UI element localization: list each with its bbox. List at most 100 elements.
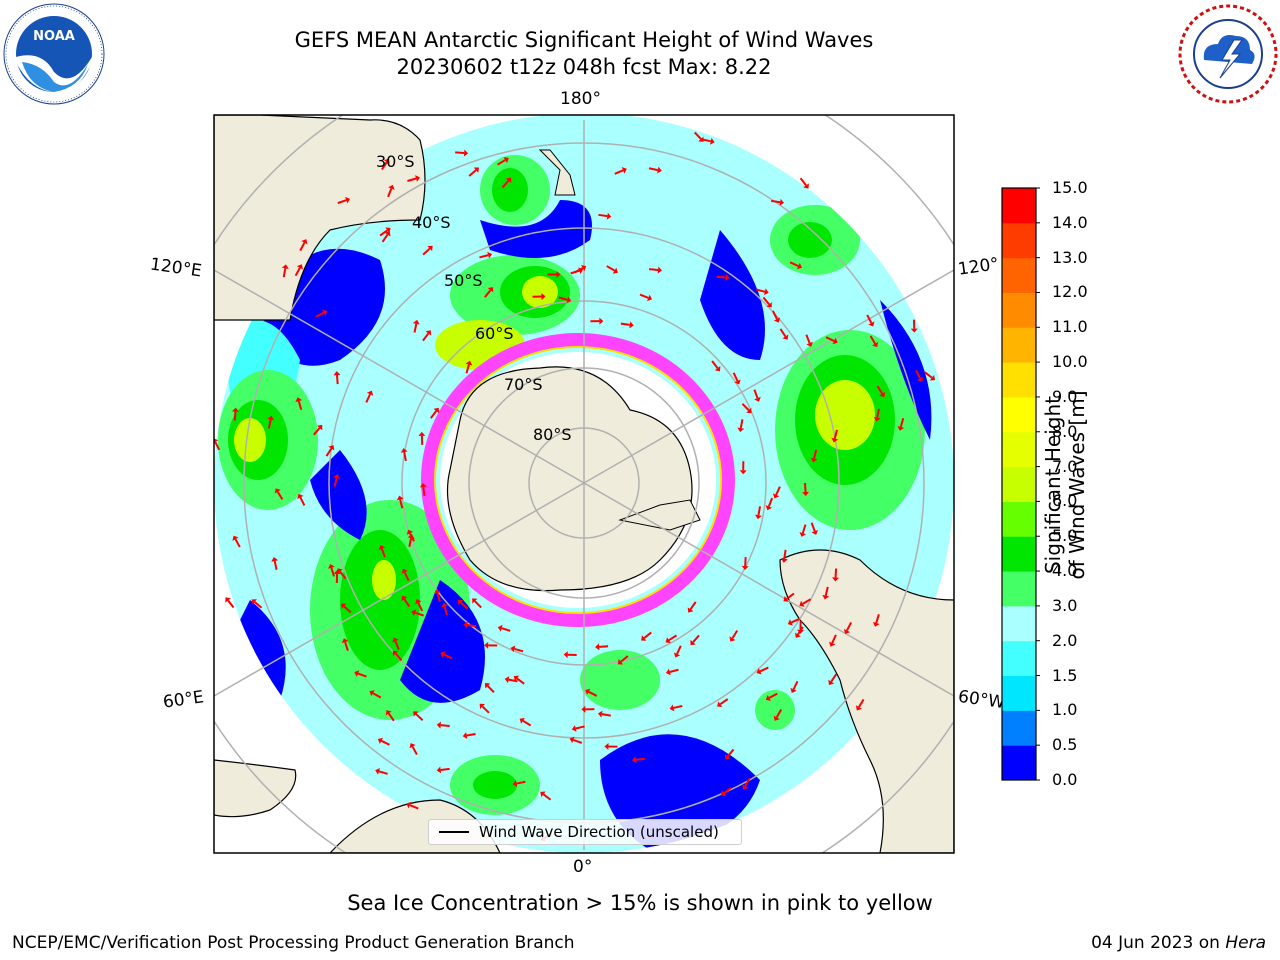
wave-direction-arrowhead [392, 650, 399, 657]
wave-direction-arrow [668, 634, 678, 642]
wave-direction-arrow [276, 491, 284, 500]
wave-direction-arrow [876, 408, 880, 418]
wave-direction-arrow [673, 704, 683, 709]
wave-direction-arrow [254, 601, 263, 609]
wave-direction-arrowhead [783, 596, 789, 602]
wave-direction-arrowhead [665, 637, 671, 644]
wave-direction-arrowhead [897, 425, 905, 431]
wave-direction-arrowhead [366, 390, 374, 396]
wave-direction-arrowhead [231, 407, 239, 412]
wave-direction-arrow [753, 389, 759, 399]
wave-direction-arrow [833, 429, 839, 439]
wave-direction-arrow [771, 310, 778, 320]
wave-direction-arrowhead [378, 544, 386, 550]
colorbar-segment [1002, 466, 1036, 502]
wave-direction-arrowhead [345, 196, 351, 204]
wave-direction-arrow [866, 314, 873, 324]
credit-text: NCEP/EMC/Verification Post Processing Pr… [12, 933, 575, 953]
wave-direction-arrowhead [512, 780, 518, 787]
wave-direction-arrowhead [396, 495, 404, 501]
wave-direction-arrowhead [333, 569, 341, 575]
wave-direction-arrowhead [413, 711, 419, 717]
wave-direction-arrow [299, 496, 306, 506]
colorbar-tick-label: 13.0 [1052, 247, 1088, 267]
wave-direction-arrow [810, 522, 816, 532]
lat-label-60s: 60°S [475, 324, 514, 343]
wave-direction-arrow [409, 804, 419, 810]
wave-direction-arrow [227, 599, 235, 609]
colorbar-tick-label: 11.0 [1052, 317, 1088, 337]
wave-direction-arrowhead [406, 801, 412, 809]
date-value: 04 Jun 2023 on [1091, 933, 1226, 953]
wave-direction-arrowhead [806, 341, 813, 347]
wave-direction-arrow [339, 570, 347, 580]
wave-direction-arrow [831, 634, 837, 644]
wave-direction-arrowhead [436, 721, 442, 729]
wave-direction-arrow [486, 685, 495, 694]
wave-direction-arrowhead [739, 470, 747, 475]
wave-direction-arrowhead [773, 715, 780, 721]
colorbar-tick-label: 10.0 [1052, 352, 1088, 372]
wave-direction-arrow [408, 537, 413, 548]
wave-direction-arrow [834, 568, 838, 578]
wave-direction-arrow [775, 486, 781, 496]
wave-direction-arrowhead [872, 621, 880, 627]
wave-direction-arrowhead [599, 317, 604, 325]
wave-direction-arrowhead [828, 679, 835, 686]
wave-direction-arrowhead [418, 431, 426, 436]
wave-direction-arrow [422, 247, 431, 256]
wave-direction-arrowhead [657, 266, 663, 274]
wave-direction-arrow [575, 725, 585, 730]
colorbar-segment [1002, 675, 1036, 711]
wave-direction-arrowhead [341, 638, 349, 644]
wave-direction-arrowhead [341, 603, 347, 609]
wave-direction-arrow [460, 601, 469, 610]
wave-direction-arrowhead [563, 651, 568, 659]
wave-direction-arrowhead [734, 379, 741, 385]
australia-landmass [214, 115, 426, 321]
colorbar-segment [1002, 536, 1036, 572]
wave-direction-arrow [440, 767, 450, 771]
wave-direction-arrow [768, 692, 778, 699]
wave-direction-arrow [801, 524, 807, 534]
wave-direction-arrowhead [419, 482, 427, 488]
wave-direction-arrowhead [617, 659, 624, 665]
wave-direction-arrow [915, 369, 922, 379]
wave-direction-arrow [744, 777, 751, 787]
wave-direction-arrow [599, 645, 609, 648]
wave-direction-arrowhead [832, 577, 840, 582]
wave-direction-arrow [479, 254, 489, 259]
wave-direction-arrow [415, 713, 424, 721]
wave-direction-arrowhead [441, 602, 449, 608]
wave-direction-arrowhead [855, 705, 862, 711]
wave-direction-arrow [771, 199, 781, 204]
colorbar-tick-label: 0.5 [1052, 735, 1078, 755]
wave-direction-arrowhead [377, 737, 383, 744]
chart-subtitle: 20230602 t12z 048h fcst Max: 8.22 [396, 55, 772, 79]
wave-direction-arrow [422, 486, 426, 497]
wave-direction-arrowhead [803, 183, 809, 189]
nws-logo [1178, 4, 1278, 104]
wave-direction-arrowhead [297, 493, 304, 499]
wave-direction-arrowhead [400, 448, 408, 453]
wave-direction-arrowhead [463, 621, 468, 629]
wave-direction-arrowhead [746, 407, 752, 414]
wave-direction-arrow [484, 289, 492, 298]
wave-direction-arrowhead [503, 157, 509, 164]
wave-direction-arrow [422, 332, 430, 342]
lat-label-80s: 80°S [533, 425, 572, 444]
wave-direction-arrowhead [756, 668, 762, 675]
wave-direction-arrowhead [612, 267, 618, 274]
wave-direction-arrowhead [604, 742, 609, 750]
colorbar-segment [1002, 292, 1036, 328]
wave-direction-arrowhead [328, 563, 335, 569]
wave-direction-arrowhead [698, 136, 704, 142]
wave-direction-arrow [846, 622, 853, 631]
wave-direction-arrow [436, 592, 441, 603]
wave-direction-arrow [792, 680, 799, 690]
wave-direction-arrowhead [720, 790, 727, 796]
wave-direction-arrow [620, 655, 629, 663]
wave-direction-arrowhead [831, 437, 839, 443]
wave-direction-arrowhead [779, 198, 785, 206]
wave-direction-arrowhead [755, 514, 762, 520]
